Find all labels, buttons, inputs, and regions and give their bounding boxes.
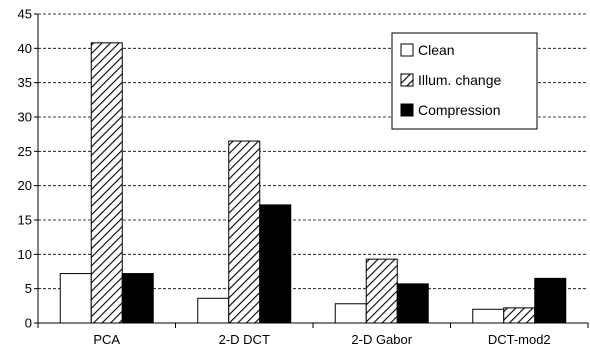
x-category-label: DCT-mod2	[488, 332, 551, 347]
legend-label: Clean	[418, 42, 455, 58]
bar-clean-pca	[59, 273, 92, 324]
legend-box	[391, 32, 538, 130]
legend-label: Compression	[418, 102, 500, 118]
bar-compression-2-d-dct	[259, 204, 292, 324]
y-tick-label: 35	[18, 75, 32, 90]
legend-label: Illum. change	[418, 72, 501, 88]
y-tick-label: 10	[18, 247, 32, 262]
bar-compression-pca	[121, 273, 154, 324]
legend-swatch-illum-change	[400, 73, 414, 87]
y-axis-tick-labels: 0 5 10 15 20 25 30 35 40 45	[18, 7, 32, 331]
bar-clean-2-d-gabor	[334, 303, 367, 324]
legend-swatch-clean	[400, 43, 414, 57]
y-tick-label: 40	[18, 41, 32, 56]
bars	[59, 42, 567, 324]
axes	[34, 13, 589, 328]
y-tick-label: 30	[18, 110, 32, 125]
y-tick-label: 15	[18, 213, 32, 228]
bar-compression-dct-mod2	[534, 277, 567, 324]
y-tick-label: 25	[18, 144, 32, 159]
x-category-label: 2-D DCT	[219, 332, 270, 347]
legend-swatch-compression	[400, 103, 414, 117]
x-category-label: 2-D Gabor	[351, 332, 412, 347]
bar-illum-change-dct-mod2	[503, 307, 536, 324]
bar-illum-change-pca	[90, 42, 123, 324]
bar-clean-dct-mod2	[472, 308, 505, 324]
y-tick-label: 20	[18, 178, 32, 193]
y-tick-label: 0	[25, 316, 32, 331]
gridlines	[38, 13, 588, 290]
x-axis-category-labels: PCA 2-D DCT 2-D Gabor DCT-mod2	[93, 332, 550, 347]
bar-compression-2-d-gabor	[396, 283, 429, 324]
y-tick-label: 5	[25, 281, 32, 296]
bar-illum-change-2-d-dct	[228, 140, 261, 324]
x-category-label: PCA	[93, 332, 120, 347]
bar-illum-change-2-d-gabor	[365, 258, 398, 324]
bar-clean-2-d-dct	[197, 297, 230, 324]
legend: Clean Illum. change Compression	[391, 32, 538, 130]
y-tick-label: 45	[18, 7, 32, 22]
